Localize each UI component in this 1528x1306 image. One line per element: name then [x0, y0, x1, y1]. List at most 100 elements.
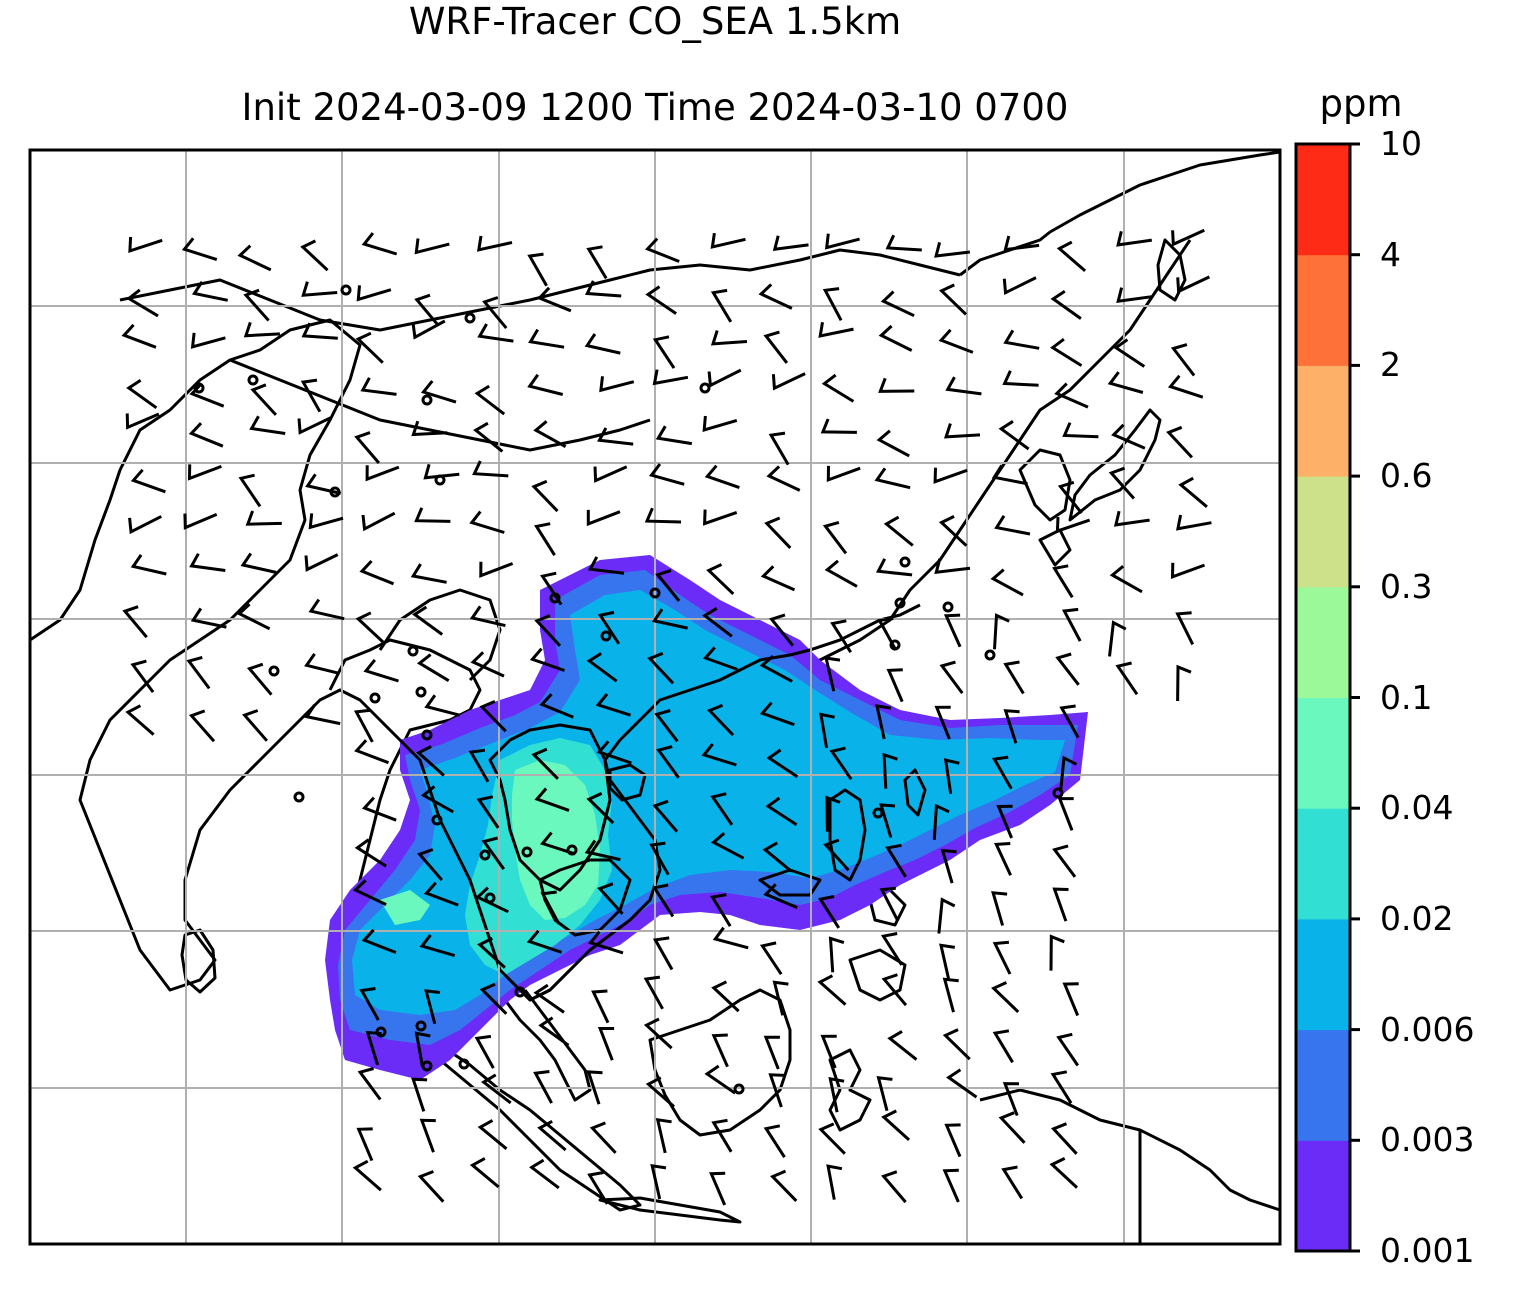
wind-barb: [875, 704, 892, 740]
wind-barb: [1170, 343, 1196, 377]
co-concentration-field: [325, 555, 1088, 1080]
wind-barb: [190, 332, 226, 349]
calm-marker: [464, 312, 476, 324]
wind-barb: [822, 287, 843, 322]
wind-barb: [236, 603, 271, 631]
wind-barb: [711, 1118, 733, 1153]
wind-barb: [474, 1034, 495, 1069]
wind-barb: [824, 233, 860, 250]
calm-marker: [899, 556, 911, 568]
wind-barb: [1049, 1157, 1079, 1189]
wind-barb: [649, 841, 670, 876]
wind-barb: [240, 552, 277, 574]
papua-coastline: [979, 1088, 1281, 1212]
wind-barb: [237, 244, 272, 272]
wind-barb: [354, 431, 381, 464]
colorbar-tick-label: 0.1: [1380, 677, 1433, 717]
wind-barb: [587, 556, 625, 575]
wind-barb: [647, 651, 675, 685]
wind-barb: [702, 646, 739, 671]
wind-barb: [824, 656, 841, 692]
colorbar-segment: [1296, 144, 1350, 256]
wind-barb: [411, 319, 446, 340]
calm-marker: [193, 382, 205, 394]
wind-barb: [830, 619, 852, 654]
wind-barb: [994, 842, 1012, 876]
wind-barb: [1176, 664, 1192, 702]
colorbar-tick-label: 0.006: [1380, 1009, 1475, 1049]
wind-barb: [529, 647, 565, 672]
colorbar-tick-label: 10: [1380, 124, 1422, 163]
wind-barb: [939, 943, 956, 979]
wind-barb: [1116, 230, 1153, 247]
wind-barb: [1054, 382, 1089, 409]
wind-barb: [1166, 425, 1193, 459]
wind-barb: [537, 1119, 567, 1152]
wind-barb: [479, 561, 514, 578]
wind-barb: [1003, 660, 1025, 695]
wind-barb: [765, 796, 798, 826]
calm-marker: [872, 807, 884, 819]
calm-markers: [193, 284, 1064, 1095]
wind-barb: [1050, 1070, 1073, 1104]
wind-barb: [764, 516, 792, 549]
borneo-coastline: [648, 988, 792, 1137]
wind-barb: [584, 333, 621, 355]
wind-barb: [420, 380, 457, 404]
wind-barb: [183, 513, 218, 530]
wind-barb: [652, 335, 676, 369]
wind-barb: [704, 464, 740, 490]
wind-barb: [823, 838, 850, 872]
co-level-0.04-b: [380, 890, 430, 925]
wind-barb: [1057, 797, 1074, 831]
wind-barb: [536, 286, 572, 313]
wind-barbs: [121, 228, 1212, 1206]
wind-barb: [1052, 564, 1074, 599]
wind-barb: [829, 746, 853, 781]
wind-barb: [125, 704, 155, 736]
wind-barb: [587, 1171, 609, 1205]
wind-barb: [1111, 423, 1146, 450]
wind-barb: [539, 693, 574, 719]
wind-barb: [1178, 476, 1208, 508]
wind-barb: [128, 515, 162, 535]
wind-barb: [414, 507, 451, 523]
wind-barb: [301, 281, 338, 297]
wind-barb: [595, 693, 632, 717]
calm-marker: [415, 686, 427, 698]
calm-marker: [699, 382, 711, 394]
wind-barb: [597, 882, 624, 915]
wind-barb: [354, 739, 390, 765]
wind-barb: [818, 1122, 846, 1155]
wind-barb: [423, 463, 460, 480]
wind-barb: [304, 653, 340, 675]
calm-marker: [514, 986, 526, 998]
calm-marker: [733, 1083, 745, 1095]
wind-barb: [411, 1077, 428, 1112]
calm-marker: [484, 892, 496, 904]
wind-barb: [996, 804, 1013, 839]
wind-barb: [886, 668, 904, 703]
wind-barb: [758, 283, 793, 310]
wind-barb: [709, 1171, 727, 1206]
calm-marker: [600, 630, 612, 642]
wind-barb: [365, 465, 400, 482]
calm-marker: [293, 791, 305, 803]
colorbar-segment: [1296, 1029, 1350, 1141]
colorbar-unit-label: ppm: [1319, 82, 1403, 125]
wind-barb: [879, 803, 896, 838]
colorbar-segment: [1296, 254, 1350, 366]
title-line-1: WRF-Tracer CO_SEA 1.5km: [408, 0, 902, 43]
wind-barb: [1062, 982, 1080, 1017]
wind-barb: [1176, 275, 1211, 294]
calm-marker: [521, 846, 533, 858]
wind-barb: [990, 568, 1024, 597]
wind-barb: [1056, 240, 1087, 273]
wind-barb: [882, 752, 898, 789]
wind-barb: [772, 980, 789, 1016]
wind-barb: [940, 848, 957, 884]
wind-barb: [417, 1170, 445, 1203]
wind-barb: [704, 1064, 736, 1095]
wind-barb: [1052, 844, 1077, 878]
wind-barb: [1002, 1082, 1020, 1117]
